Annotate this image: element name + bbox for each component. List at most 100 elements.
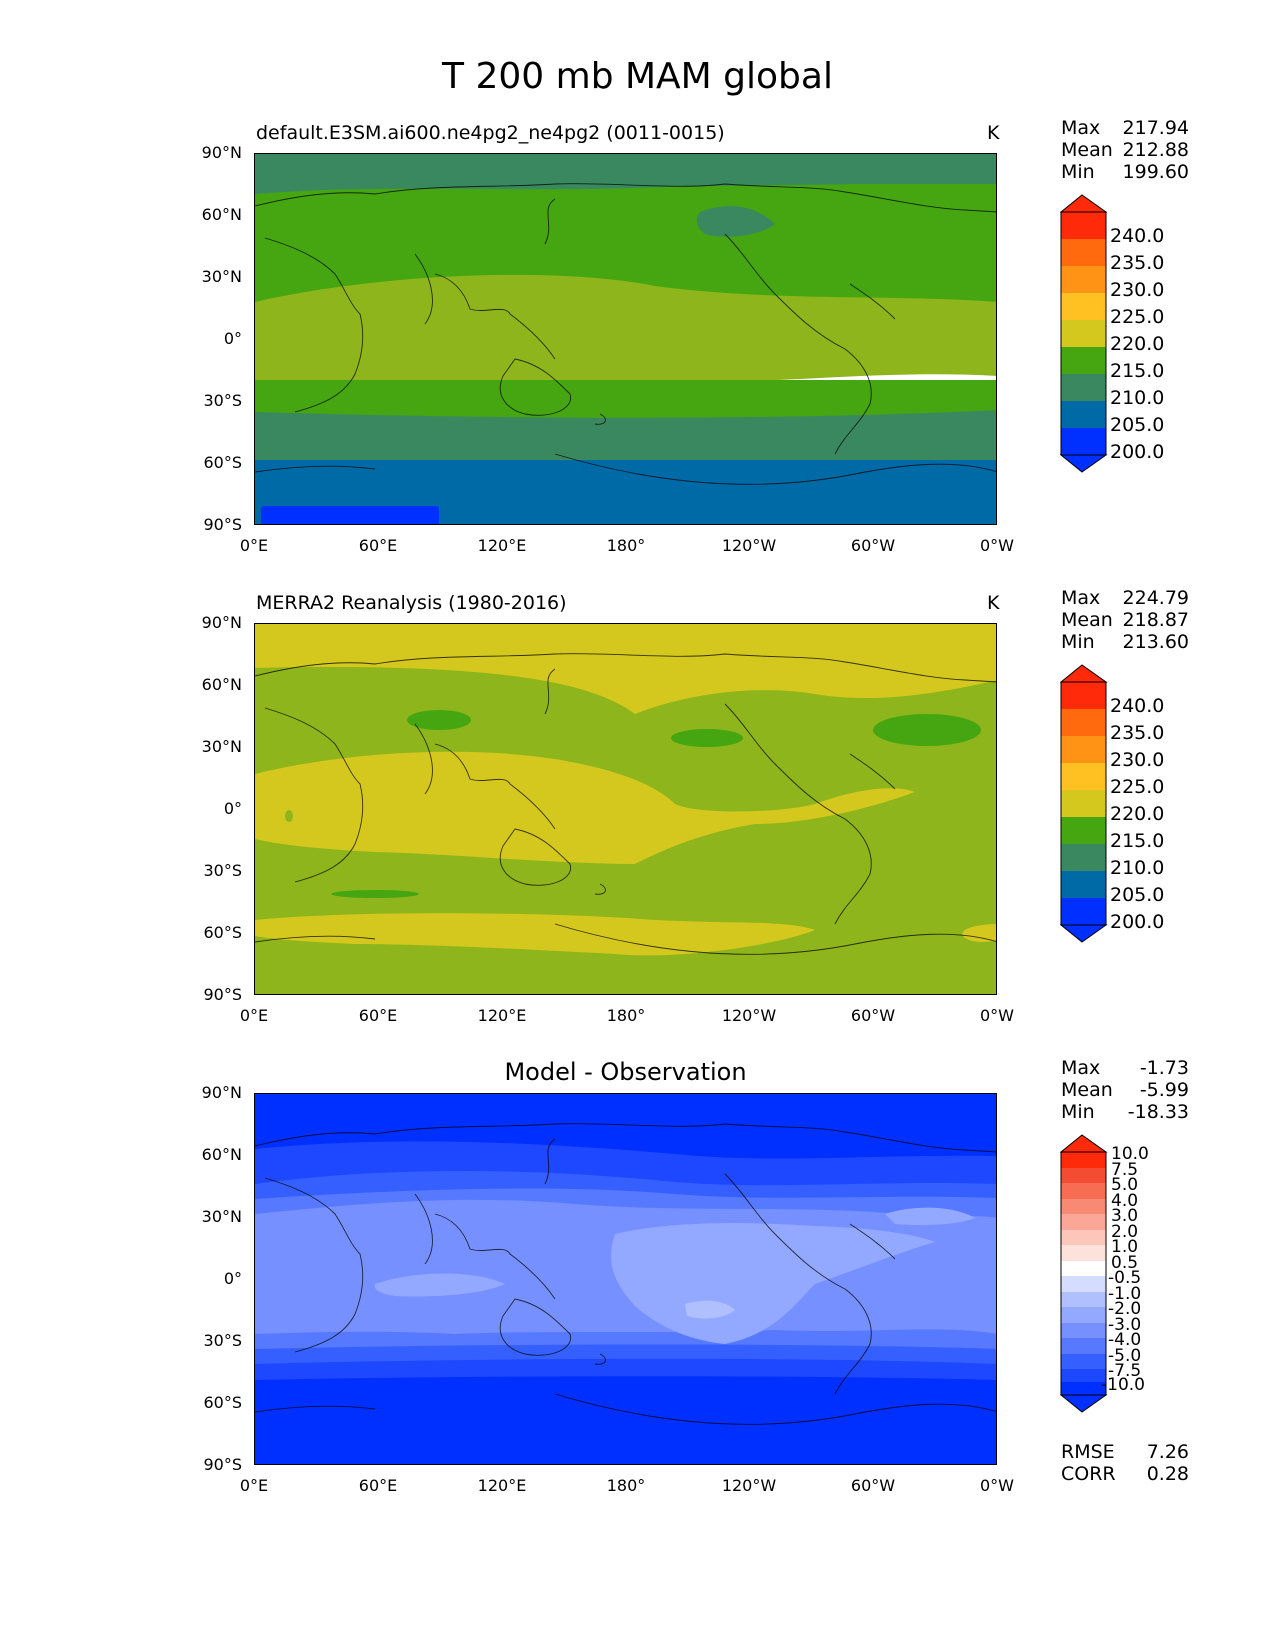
- cb-seg: [1061, 763, 1106, 790]
- stat-row-mean: Mean 212.88: [1061, 139, 1189, 161]
- cb-seg: [1061, 817, 1106, 844]
- p2-xtick-2: 120°E: [477, 1006, 527, 1025]
- cb-label: 205.0: [1110, 414, 1165, 436]
- panel-2-title: MERRA2 Reanalysis (1980-2016): [256, 592, 567, 614]
- p1-xtick-6: 0°W: [980, 536, 1014, 555]
- stat-row-max: Max 217.94: [1061, 117, 1189, 139]
- p3-xtick-6: 0°W: [980, 1476, 1014, 1495]
- cb-seg: [1061, 1323, 1106, 1338]
- p3-xtick-2: 120°E: [477, 1476, 527, 1495]
- stat-row-corr: CORR 0.28: [1061, 1463, 1189, 1485]
- cb-seg: [1061, 293, 1106, 320]
- cb-label: 240.0: [1110, 225, 1165, 247]
- p2-ytick-3: 0°: [223, 799, 242, 818]
- stat-value: 218.87: [1122, 609, 1189, 631]
- cb-seg: [1061, 401, 1106, 428]
- cb-extend-top: [1060, 1134, 1108, 1153]
- cb-seg: [1061, 1276, 1106, 1292]
- cb-label: 235.0: [1110, 252, 1165, 274]
- panel-2-colorbar: [1060, 664, 1108, 943]
- stat-value: -18.33: [1127, 1101, 1189, 1123]
- p1-xtick-0: 0°E: [239, 536, 269, 555]
- cb-extend-bottom: [1060, 1394, 1108, 1413]
- stat-row-mean: Mean -5.99: [1061, 1079, 1189, 1101]
- coastlines: [255, 653, 996, 955]
- p2-xtick-5: 60°W: [850, 1006, 896, 1025]
- panel-2-map: [254, 623, 997, 995]
- p2-ytick-2: 30°N: [201, 737, 242, 756]
- cb-extend-bottom: [1060, 454, 1108, 473]
- panel-3-error-stats: RMSE 7.26 CORR 0.28: [1061, 1441, 1189, 1485]
- panel-3-stats: Max -1.73 Mean -5.99 Min -18.33: [1061, 1057, 1189, 1123]
- cb-label: 230.0: [1110, 749, 1165, 771]
- cb-seg: [1061, 844, 1106, 871]
- t-band-220-tropics: [255, 751, 915, 864]
- t-band-215-tropics: [255, 274, 996, 389]
- p2-ytick-6: 90°S: [203, 985, 242, 1004]
- cb-seg: [1061, 1199, 1106, 1214]
- cb-label: -5.0: [1108, 1346, 1142, 1366]
- cb-label: 210.0: [1110, 857, 1165, 879]
- panel-3-title: Model - Observation: [504, 1058, 747, 1086]
- p3-ytick-0: 90°N: [201, 1083, 242, 1102]
- p2-ytick-4: 30°S: [203, 861, 242, 880]
- t-band-below-200: [261, 506, 439, 524]
- cb-extend-top: [1060, 664, 1108, 683]
- t-band-205-pole-north: [255, 154, 996, 194]
- stat-label: Mean: [1061, 609, 1113, 631]
- p1-xtick-3: 180°: [606, 536, 646, 555]
- stat-row-mean: Mean 218.87: [1061, 609, 1189, 631]
- stat-row-max: Max -1.73: [1061, 1057, 1189, 1079]
- t-band-220-south: [255, 913, 815, 956]
- cb-seg: [1061, 682, 1106, 709]
- coastlines: [255, 183, 996, 485]
- cb-seg: [1061, 871, 1106, 898]
- stat-value: 217.94: [1122, 117, 1189, 139]
- d-band-2-indian: [374, 1273, 505, 1297]
- cb-label: -3.0: [1108, 1315, 1142, 1335]
- cb-extend-bottom: [1060, 924, 1108, 943]
- t-blob-215-pacific: [671, 729, 743, 747]
- cb-label: -1.0: [1108, 1284, 1142, 1304]
- cb-label: 1.0: [1111, 1237, 1139, 1257]
- p2-ytick-0: 90°N: [201, 613, 242, 632]
- cb-seg: [1061, 1183, 1106, 1199]
- p3-ytick-1: 60°N: [201, 1145, 242, 1164]
- stat-row-rmse: RMSE 7.26: [1061, 1441, 1189, 1463]
- p2-xtick-6: 0°W: [980, 1006, 1014, 1025]
- panel-3-colorbar: [1060, 1134, 1108, 1413]
- stat-row-min: Min 213.60: [1061, 631, 1189, 653]
- cb-label: 0.5: [1111, 1253, 1139, 1273]
- stat-value: 7.26: [1146, 1441, 1189, 1463]
- panel-1-units: K: [987, 122, 1000, 144]
- stat-label: Max: [1061, 117, 1101, 139]
- p3-xtick-3: 180°: [606, 1476, 646, 1495]
- cb-seg: [1061, 790, 1106, 817]
- stat-value: -5.99: [1139, 1079, 1189, 1101]
- cb-seg: [1061, 266, 1106, 293]
- cb-label: 220.0: [1110, 803, 1165, 825]
- cb-seg: [1061, 1230, 1106, 1245]
- cb-seg: [1061, 1292, 1106, 1307]
- stat-label: Mean: [1061, 1079, 1113, 1101]
- cb-label: 10.0: [1111, 1144, 1149, 1164]
- stat-value: 224.79: [1122, 587, 1189, 609]
- p3-xtick-4: 120°W: [721, 1476, 777, 1495]
- cb-label: 205.0: [1110, 884, 1165, 906]
- p3-xtick-0: 0°E: [239, 1476, 269, 1495]
- stat-row-min: Min -18.33: [1061, 1101, 1189, 1123]
- cb-seg: [1061, 1382, 1106, 1395]
- stat-label: Min: [1061, 1101, 1095, 1123]
- stat-value: 213.60: [1122, 631, 1189, 653]
- cb-label: 200.0: [1110, 441, 1165, 463]
- t-band-220-north: [255, 624, 996, 714]
- cb-seg: [1061, 1369, 1106, 1382]
- stat-label: Max: [1061, 1057, 1101, 1079]
- cb-seg: [1061, 374, 1106, 401]
- p3-xtick-1: 60°E: [358, 1476, 398, 1495]
- cb-label: 225.0: [1110, 776, 1165, 798]
- d-band-1-pacific: [685, 1300, 735, 1319]
- panel-1-stats: Max 217.94 Mean 212.88 Min 199.60: [1061, 117, 1189, 183]
- p3-ytick-2: 30°N: [201, 1207, 242, 1226]
- p3-xtick-5: 60°W: [850, 1476, 896, 1495]
